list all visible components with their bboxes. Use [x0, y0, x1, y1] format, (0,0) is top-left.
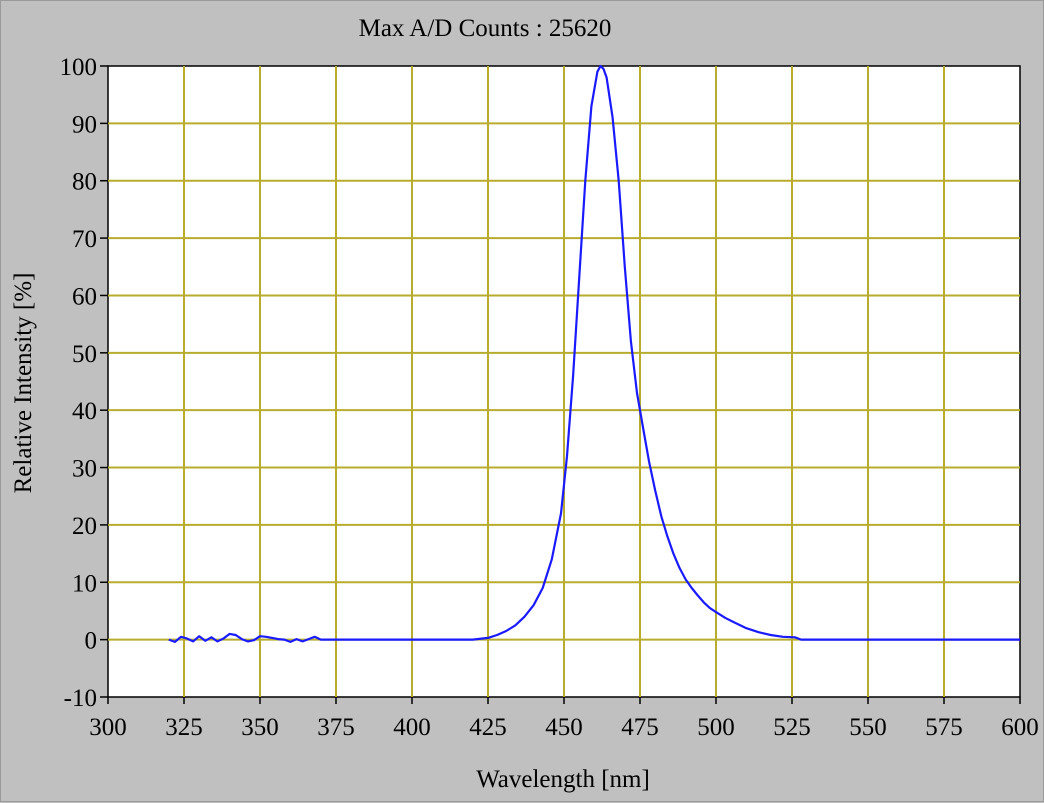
- x-tick-label: 525: [773, 714, 811, 741]
- x-tick-label: 425: [469, 714, 507, 741]
- x-tick-label: 600: [1001, 714, 1039, 741]
- x-axis-title: Wavelength [nm]: [476, 766, 650, 793]
- y-tick-label: 60: [72, 283, 97, 310]
- y-tick-label: 50: [72, 341, 97, 368]
- series-line: [168, 64, 1020, 644]
- y-axis-title: Relative Intensity [%]: [10, 273, 37, 494]
- x-tick-label: 400: [393, 714, 431, 741]
- x-tick-label: 450: [545, 714, 583, 741]
- grid: [108, 66, 1020, 697]
- y-tick-label: 40: [72, 398, 97, 425]
- x-tick-label: 350: [241, 714, 279, 741]
- chart-title: Max A/D Counts : 25620: [359, 15, 612, 42]
- x-tick-label: 375: [317, 714, 355, 741]
- y-tick-label: 0: [85, 628, 98, 655]
- y-tick-label: 20: [72, 513, 97, 540]
- x-tick-label: 325: [165, 714, 203, 741]
- y-tick-label: 90: [72, 111, 97, 138]
- x-tick-label: 500: [697, 714, 735, 741]
- y-tick-label: 70: [72, 226, 97, 253]
- x-tick-label: 475: [621, 714, 659, 741]
- x-tick-label: 550: [849, 714, 887, 741]
- y-axis: -10 0 10 20 30 40 50 60 70 80 90 100: [60, 54, 108, 712]
- y-tick-label: 10: [72, 570, 97, 597]
- x-tick-label: 300: [89, 714, 127, 741]
- x-axis: 300 325 350 375 400 425 450 475 500 525 550 575 600: [89, 697, 1039, 741]
- y-tick-label: 100: [60, 54, 98, 81]
- y-tick-label: -10: [64, 685, 97, 712]
- x-tick-label: 575: [925, 714, 963, 741]
- y-tick-label: 80: [72, 169, 97, 196]
- y-tick-label: 30: [72, 456, 97, 483]
